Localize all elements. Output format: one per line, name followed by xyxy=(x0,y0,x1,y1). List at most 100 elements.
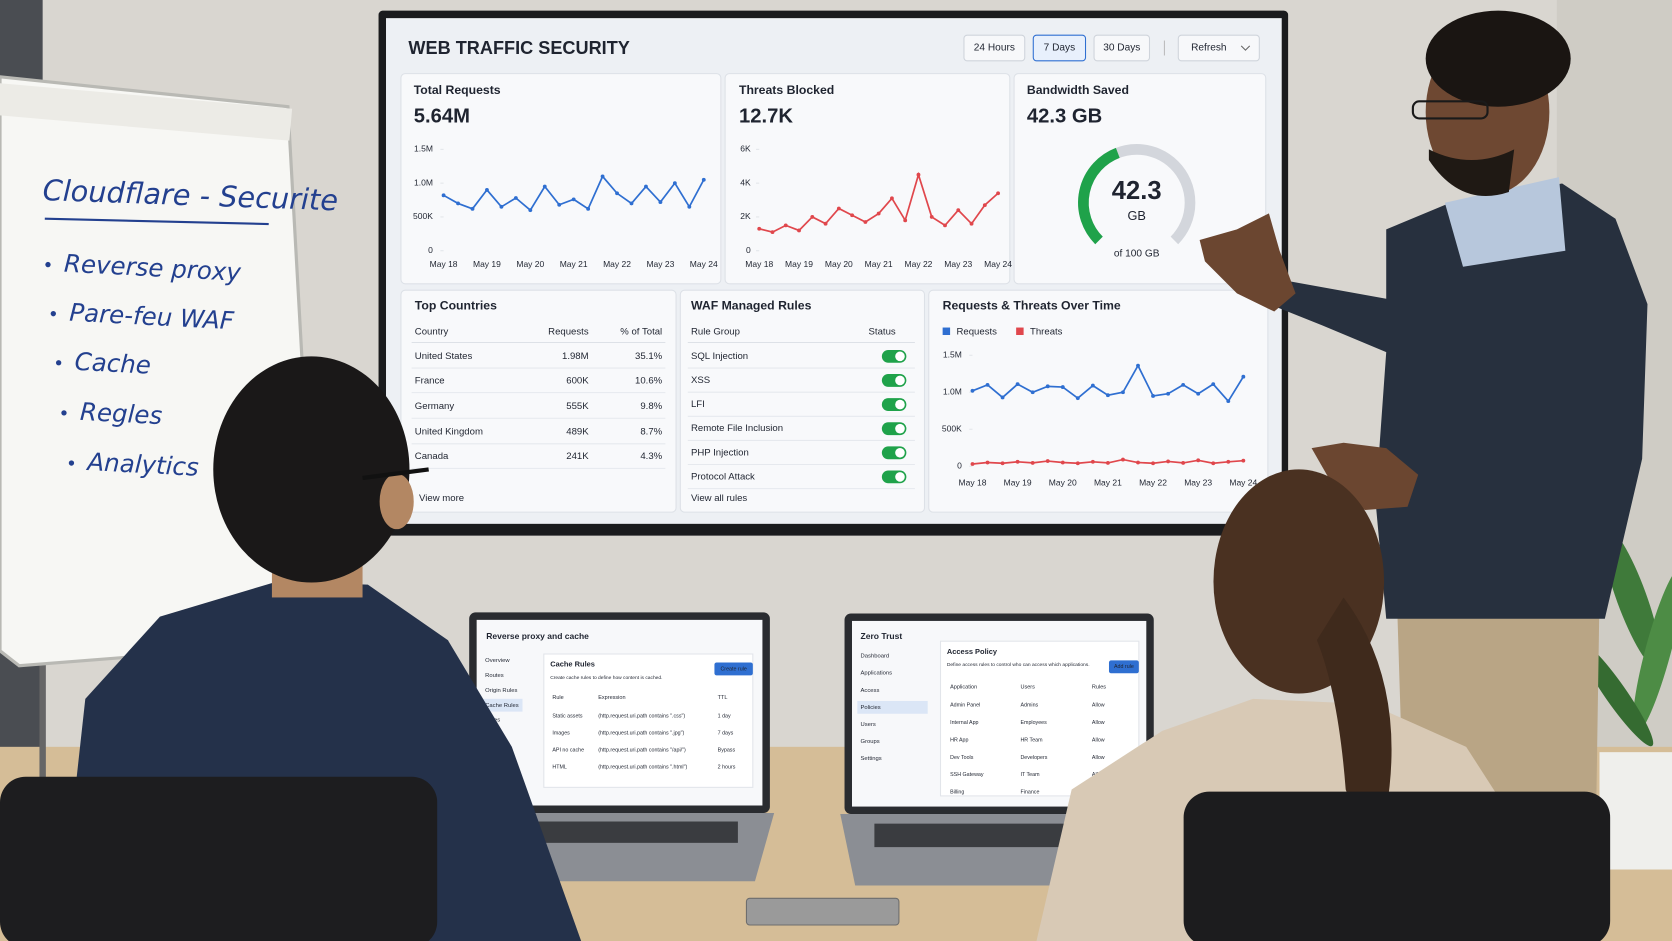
table-cell: France xyxy=(415,375,445,386)
y-tick-label: 1.0M xyxy=(943,387,962,397)
laptop-screens: Reverse proxy and cache Overview Routes Ori… xyxy=(481,631,1140,797)
data-point xyxy=(1060,385,1065,390)
nav-item: Routes xyxy=(485,673,504,679)
data-point xyxy=(1045,384,1050,389)
data-point xyxy=(1015,459,1020,464)
primary-button[interactable] xyxy=(1108,660,1139,674)
hair xyxy=(1425,10,1571,107)
x-tick-label: May 20 xyxy=(825,259,853,269)
table-cell: 7 days xyxy=(718,730,734,736)
data-point xyxy=(876,211,881,216)
chart-title: Total Requests xyxy=(414,83,501,97)
refresh-button[interactable] xyxy=(1177,34,1260,62)
data-point xyxy=(1075,461,1080,466)
data-point xyxy=(557,202,562,207)
toggle-knob xyxy=(895,472,905,482)
x-tick-label: May 23 xyxy=(646,259,674,269)
cable-tray xyxy=(745,897,900,926)
data-point xyxy=(969,221,974,226)
data-point xyxy=(1060,460,1065,465)
x-tick-label: May 18 xyxy=(959,478,987,488)
data-point xyxy=(470,206,475,211)
data-point xyxy=(1000,395,1005,400)
table-cell: API no cache xyxy=(552,747,584,753)
data-point xyxy=(970,388,975,393)
data-point xyxy=(982,203,987,208)
nav-item: Cache Rules xyxy=(485,703,519,709)
data-point xyxy=(1211,461,1216,466)
nav-highlight xyxy=(857,700,928,714)
y-tick-label: 4K xyxy=(740,177,751,187)
data-point xyxy=(1030,390,1035,395)
x-tick-label: May 24 xyxy=(1229,478,1257,488)
data-point xyxy=(929,215,934,219)
bullet xyxy=(45,261,51,268)
table-cell: Internal App xyxy=(950,720,978,726)
data-point xyxy=(1181,460,1186,465)
data-point xyxy=(985,460,990,465)
x-tick-label: May 21 xyxy=(865,259,893,269)
chair xyxy=(1183,791,1611,941)
range-label: 30 Days xyxy=(1103,43,1140,54)
card xyxy=(1013,73,1267,285)
table-cell: 4.3% xyxy=(640,451,662,462)
data-point xyxy=(996,191,1001,196)
nav-item: Access xyxy=(861,688,880,694)
data-point xyxy=(863,220,868,224)
shirt-collar xyxy=(1444,177,1566,267)
y-tick-label: 1.0M xyxy=(414,177,433,187)
headline-value: 12.7K xyxy=(739,106,793,128)
x-tick-label: May 18 xyxy=(430,259,458,269)
legend-label: Requests xyxy=(956,326,997,337)
chart-title: Bandwidth Saved xyxy=(1027,83,1129,97)
x-tick-label: May 21 xyxy=(1094,478,1122,488)
primary-button[interactable] xyxy=(714,662,753,676)
nav-item: Groups xyxy=(861,739,880,745)
x-tick-label: May 19 xyxy=(473,259,501,269)
link[interactable]: View all rules xyxy=(691,493,747,504)
table-cell: 2 hours xyxy=(718,765,736,771)
keyboard xyxy=(501,821,738,843)
bullet xyxy=(50,310,56,317)
gauge-unit: GB xyxy=(1127,208,1145,223)
table-cell: SSH Gateway xyxy=(950,772,984,778)
data-point xyxy=(1241,374,1246,379)
y-tick-label: 1.5M xyxy=(943,350,962,360)
y-tick-label: 0 xyxy=(428,245,433,255)
y-tick-label: 6K xyxy=(740,144,751,154)
bullet xyxy=(55,360,62,366)
data-point xyxy=(1075,396,1080,401)
card xyxy=(400,73,722,285)
x-tick-label: May 20 xyxy=(1049,478,1077,488)
x-tick-label: May 23 xyxy=(944,259,972,269)
data-point xyxy=(985,382,990,387)
button-label: Add rule xyxy=(1114,664,1134,670)
toggle-knob xyxy=(895,447,905,458)
glasses xyxy=(1411,100,1489,120)
app-title: Zero Trust xyxy=(861,631,903,641)
range-label: 7 Days xyxy=(1044,43,1076,54)
range-button[interactable] xyxy=(1093,34,1151,62)
legend-swatch xyxy=(942,327,951,336)
chevron xyxy=(1240,45,1251,51)
data-point xyxy=(586,206,591,211)
data-point xyxy=(956,208,961,213)
range-button[interactable] xyxy=(963,34,1026,62)
gauge-caption: of 100 GB xyxy=(1114,249,1160,260)
data-point xyxy=(1166,391,1171,396)
range-button[interactable] xyxy=(1032,34,1087,62)
link[interactable]: View more xyxy=(419,493,464,504)
headline-value: 42.3 GB xyxy=(1027,106,1102,128)
card xyxy=(679,289,926,513)
table-cell: 489K xyxy=(566,427,589,438)
y-tick-label: 500K xyxy=(942,423,962,433)
data-point xyxy=(1105,460,1110,465)
table-cell: HTML xyxy=(552,765,567,771)
table-cell: IT Team xyxy=(1020,772,1040,778)
table-cell: 9.8% xyxy=(640,401,662,412)
table-cell: Static assets xyxy=(552,713,583,719)
y-tick-label: 2K xyxy=(740,211,751,221)
data-point xyxy=(499,204,504,209)
gauge-value xyxy=(1078,147,1120,245)
card xyxy=(400,289,677,513)
